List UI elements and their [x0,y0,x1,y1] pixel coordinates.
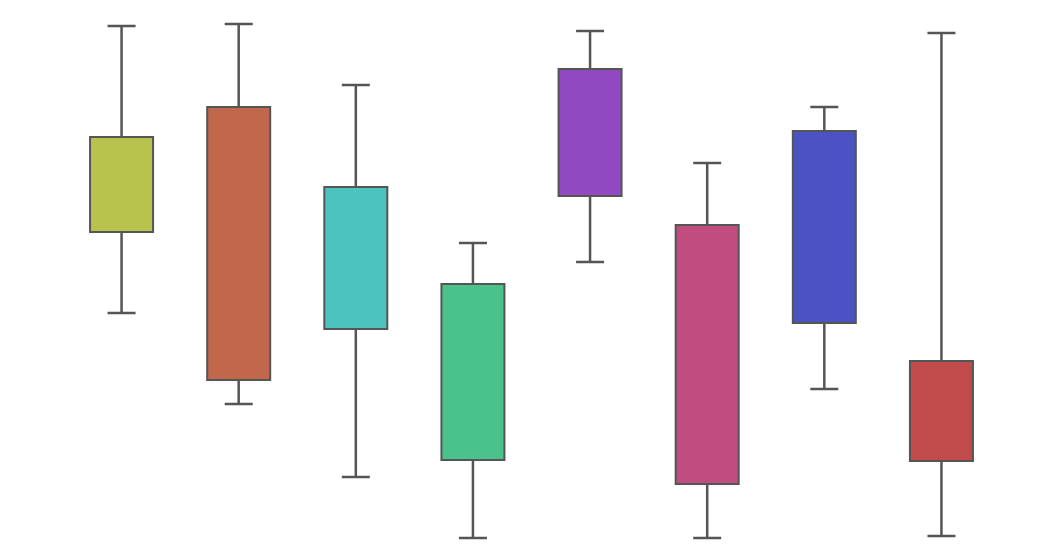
box-body-2 [206,106,272,381]
box-2 [206,22,272,406]
box-5 [557,29,623,264]
box-body-7 [791,130,857,324]
box-6 [674,161,740,540]
box-body-6 [674,224,740,485]
box-1 [89,24,155,315]
plot-area [89,22,974,540]
box-body-4 [440,283,506,461]
box-body-3 [323,186,389,330]
box-8 [908,31,974,538]
box-body-1 [89,136,155,233]
box-4 [440,241,506,540]
box-3 [323,83,389,479]
box-body-5 [557,68,623,197]
box-body-8 [908,360,974,462]
box-7 [791,105,857,391]
